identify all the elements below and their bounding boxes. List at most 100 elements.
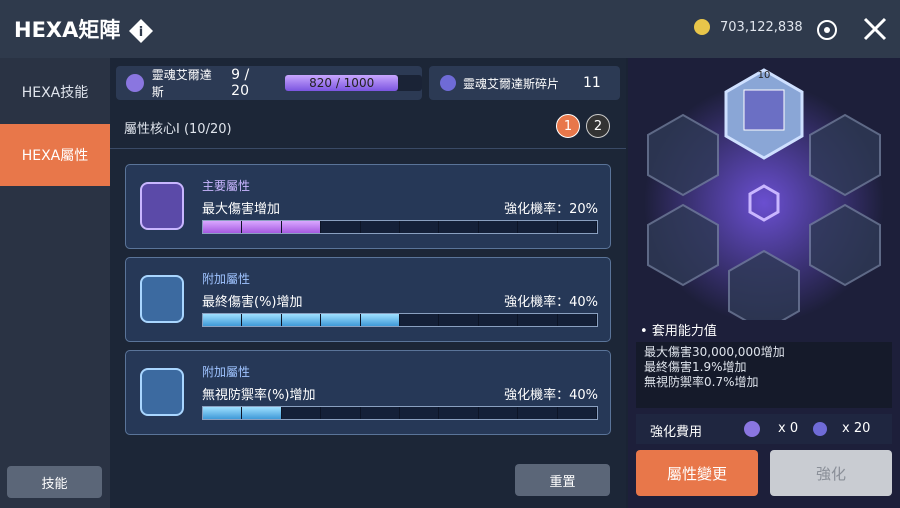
level-segment	[518, 314, 558, 326]
resource: 靈魂艾爾達斯 9 / 20 820 / 1000	[116, 66, 422, 100]
resource-count: 9 / 20	[231, 67, 250, 99]
settings-icon[interactable]	[812, 14, 842, 44]
stat-card: 附加屬性最終傷害(%)增加 強化機率：40%	[125, 257, 611, 342]
applied-line: 無視防禦率0.7%增加	[644, 375, 759, 389]
level-segment-filled	[281, 314, 322, 326]
info-icon[interactable]: i	[128, 18, 154, 44]
level-segment-filled	[203, 407, 243, 419]
tab[interactable]: HEXA技能	[21, 85, 89, 101]
level-segment-filled	[321, 314, 361, 326]
resource: 靈魂艾爾達斯碎片 11	[429, 66, 620, 100]
level-segment	[478, 221, 519, 233]
stat-chance: 強化機率：40%	[504, 295, 598, 310]
title: HEXA矩陣	[14, 18, 121, 42]
label: 技能	[41, 476, 68, 492]
icon	[813, 422, 827, 436]
reset-button[interactable]: 重置	[515, 464, 610, 496]
level-segment-filled	[242, 314, 282, 326]
level-segment-filled	[203, 221, 243, 233]
skill-button[interactable]: 技能	[7, 466, 102, 498]
level-bar	[202, 313, 598, 327]
applied-line: 最終傷害1.9%增加	[644, 360, 747, 374]
stat-card: 附加屬性無視防禦率(%)增加 強化機率：40%	[125, 350, 611, 435]
level-segment	[400, 314, 440, 326]
level-segment	[518, 407, 558, 419]
stat-label: 附加屬性	[202, 272, 251, 286]
label: 套用能力值	[651, 324, 717, 339]
progress-bar: 820 / 1000	[285, 75, 422, 91]
resource-count: 11	[583, 75, 601, 91]
hex-graphic: 10	[644, 68, 884, 320]
level-segment-filled	[242, 407, 282, 419]
level-segment	[557, 407, 597, 419]
stat-icon	[140, 275, 184, 323]
label: 2	[593, 118, 603, 134]
applied-box: 最大傷害30,000,000增加 最終傷害1.9%增加 無視防禦率0.7%增加	[636, 342, 892, 408]
level-segment	[439, 314, 479, 326]
stat-card: 主要屬性最大傷害增加 強化機率：20%	[125, 164, 611, 249]
stat-name: 最終傷害(%)增加	[202, 295, 303, 310]
level-segment	[400, 221, 440, 233]
icon	[744, 421, 760, 437]
level-segment	[400, 407, 440, 419]
level-segment-filled	[203, 314, 243, 326]
resource-name: 靈魂艾爾達斯碎片	[463, 76, 560, 91]
close-button[interactable]	[862, 16, 888, 42]
level-segment	[360, 407, 400, 419]
stat-name: 無視防禦率(%)增加	[202, 388, 316, 403]
sidebar: HEXA技能 HEXA屬性 技能	[0, 58, 110, 508]
icon	[440, 75, 456, 91]
label: 1	[563, 118, 573, 134]
divider	[110, 148, 626, 149]
hex-level: 10	[758, 70, 771, 81]
label: 重置	[549, 474, 576, 490]
level-segment	[439, 407, 479, 419]
level-segment	[360, 221, 400, 233]
resource-name: 靈魂艾爾達斯	[151, 68, 212, 99]
svg-text:i: i	[139, 25, 143, 40]
icon	[126, 74, 144, 92]
label: 屬性變更	[666, 464, 727, 483]
level-segment	[281, 407, 322, 419]
coin-icon	[694, 19, 710, 35]
level-segment-filled	[281, 221, 322, 233]
stat-icon	[140, 368, 184, 416]
level-segment	[478, 407, 519, 419]
progress-fill	[285, 75, 399, 91]
level-segment-filled	[242, 221, 282, 233]
hex-panel: 10 • 套用能力值 最大傷害30,000,000增加 最終傷害1.9%增加 無…	[628, 58, 900, 508]
level-segment	[321, 221, 361, 233]
page-badge[interactable]: 2	[586, 114, 610, 138]
level-segment	[518, 221, 558, 233]
level-segment	[557, 314, 597, 326]
stat-icon	[140, 182, 184, 230]
currency: 703,122,838	[720, 20, 803, 35]
cost-item: x 0	[778, 421, 799, 436]
stat-label: 主要屬性	[202, 179, 251, 193]
cost-label: 強化費用	[650, 425, 703, 440]
level-bar	[202, 220, 598, 234]
level-bar	[202, 406, 598, 420]
stat-name: 最大傷害增加	[202, 202, 281, 217]
level-segment	[439, 221, 479, 233]
level-segment-filled	[360, 314, 400, 326]
level-segment	[478, 314, 519, 326]
enhance-button[interactable]: 強化	[770, 450, 892, 496]
applied-line: 最大傷害30,000,000增加	[644, 345, 785, 359]
change-button[interactable]: 屬性變更	[636, 450, 758, 496]
applied-title: • 套用能力值	[640, 324, 717, 339]
header: HEXA矩陣 i 703,122,838	[0, 0, 900, 58]
progress-text: 820 / 1000	[309, 76, 375, 90]
level-segment	[321, 407, 361, 419]
stat-chance: 強化機率：40%	[504, 388, 598, 403]
level-segment	[557, 221, 597, 233]
stat-chance: 強化機率：20%	[504, 202, 598, 217]
label: 強化	[815, 464, 846, 483]
cost-row: 強化費用 x 0 x 20	[636, 414, 892, 444]
core-title: 屬性核心I (10/20)	[124, 122, 232, 137]
cost-item: x 20	[842, 421, 871, 436]
page-badge[interactable]: 1	[556, 114, 580, 138]
tab-active[interactable]: HEXA屬性	[0, 124, 110, 186]
stat-label: 附加屬性	[202, 365, 251, 379]
